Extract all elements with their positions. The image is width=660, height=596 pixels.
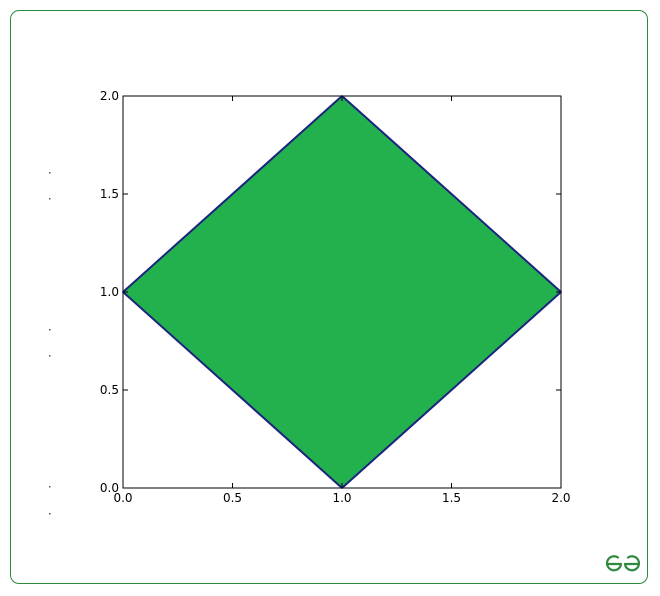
y-tick-label: 1.0 xyxy=(100,285,119,299)
x-tick-label: 0.0 xyxy=(113,491,132,505)
x-tick-label: 1.0 xyxy=(332,491,351,505)
x-axis: 0.0 0.5 1.0 1.5 2.0 xyxy=(113,96,571,505)
y-axis: 0.0 0.5 1.0 1.5 2.0 xyxy=(100,89,561,495)
stray-marks xyxy=(49,172,51,515)
y-tick-label: 2.0 xyxy=(100,89,119,103)
y-tick-label: 1.5 xyxy=(100,187,119,201)
x-tick-label: 0.5 xyxy=(223,491,242,505)
stray-dot xyxy=(49,486,51,488)
stray-dot xyxy=(49,172,51,174)
stray-dot xyxy=(49,329,51,331)
stray-dot xyxy=(49,513,51,515)
y-tick-label: 0.5 xyxy=(100,383,119,397)
geeksforgeeks-logo-icon xyxy=(605,555,641,572)
stray-dot xyxy=(49,355,51,357)
x-tick-label: 1.5 xyxy=(442,491,461,505)
x-tick-label: 2.0 xyxy=(551,491,570,505)
y-tick-label: 0.0 xyxy=(100,481,119,495)
stray-dot xyxy=(49,198,51,200)
